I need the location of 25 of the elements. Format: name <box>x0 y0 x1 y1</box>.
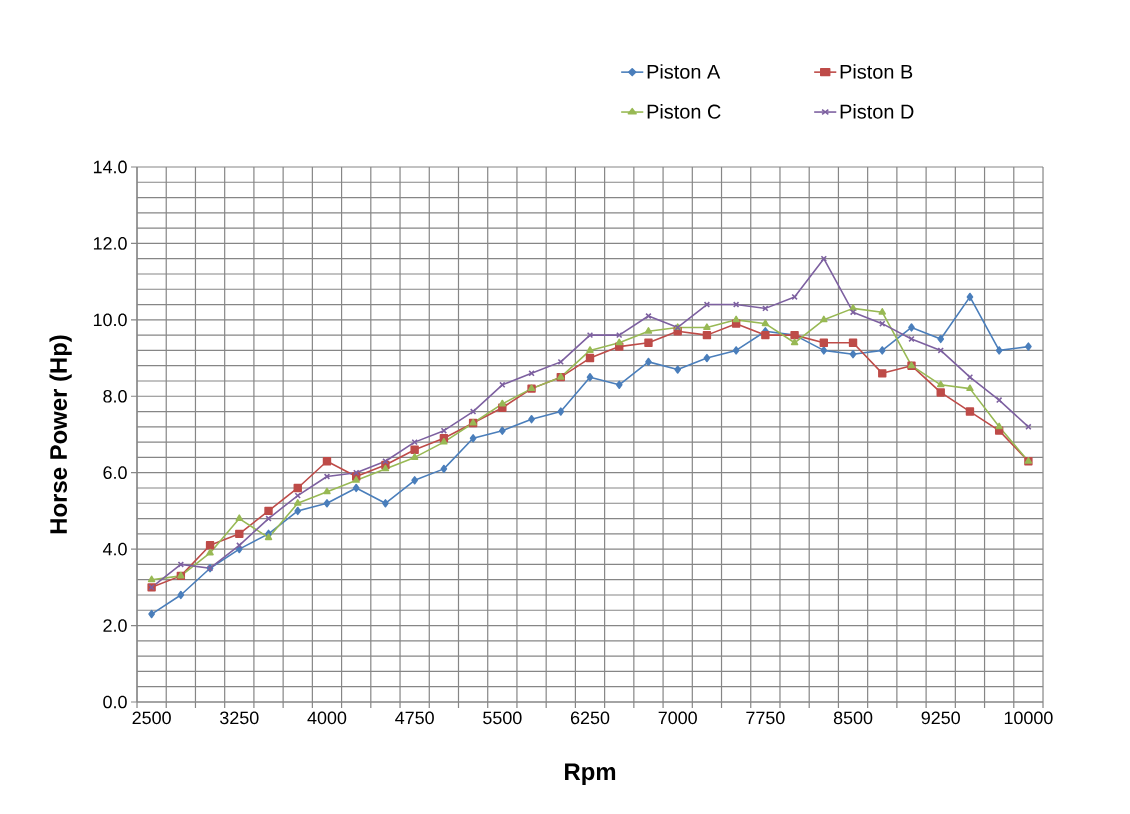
x-tick-label: 6250 <box>570 711 610 725</box>
y-tick-label: 4.0 <box>102 542 127 556</box>
x-tick-label: 9250 <box>921 711 960 725</box>
x-tick-label: 4750 <box>395 711 434 725</box>
x-tick-label: 7750 <box>746 711 785 725</box>
y-tick-label: 12.0 <box>93 237 127 250</box>
y-axis-title: Horse Power (Hp) <box>49 335 72 534</box>
x-tick-label: 7000 <box>658 711 697 725</box>
y-tick-label: 14.0 <box>93 160 127 174</box>
y-tick-label: 6.0 <box>103 466 127 480</box>
legend-label: Piston D <box>840 104 914 119</box>
y-tick-label: 0.0 <box>103 695 127 709</box>
x-axis-title: Rpm <box>565 763 616 785</box>
x-tick-label: 8500 <box>833 711 873 725</box>
y-tick-label: 2.0 <box>103 619 127 632</box>
legend-label: Piston C <box>647 104 721 119</box>
x-tick-label: 2500 <box>132 711 171 725</box>
y-tick-label: 10.0 <box>93 313 127 327</box>
x-tick-label: 5500 <box>483 711 522 725</box>
y-tick-label: 8.0 <box>103 389 127 403</box>
legend-label: Piston B <box>840 64 913 79</box>
legend-label: Piston A <box>647 64 721 79</box>
x-tick-label: 3250 <box>220 711 259 725</box>
x-tick-label: 10000 <box>1004 711 1053 725</box>
x-tick-label: 4000 <box>307 711 347 725</box>
